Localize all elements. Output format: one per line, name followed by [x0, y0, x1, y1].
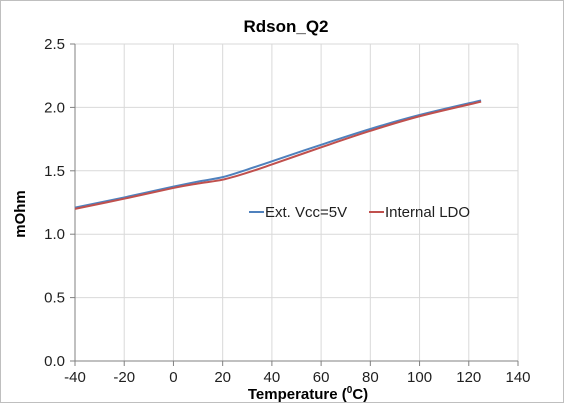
x-axis-title: Temperature (0C)	[248, 385, 368, 402]
x-tick-label: 140	[505, 369, 530, 386]
y-tick-label: 1.0	[44, 226, 65, 243]
series-lines	[74, 99, 482, 210]
y-tick-label: 2.5	[44, 36, 65, 53]
legend: Ext. Vcc=5V Internal LDO	[249, 204, 470, 221]
x-tick-label: 0	[169, 369, 177, 386]
x-tick-label: 60	[313, 369, 330, 386]
x-axis-title-unit: C)	[352, 386, 368, 402]
series-line-internal-ldo	[74, 100, 482, 210]
series-line-ext-vcc	[74, 99, 482, 209]
legend-label-internal-ldo: Internal LDO	[385, 204, 470, 221]
x-tick-label: 40	[264, 369, 281, 386]
y-axis-title: mOhm	[12, 190, 29, 238]
y-tick-label: 0.5	[44, 290, 65, 307]
y-tick-label: 1.5	[44, 163, 65, 180]
chart-title: Rdson_Q2	[243, 17, 328, 36]
gridlines	[74, 43, 519, 362]
y-tick-label: 0.0	[44, 353, 65, 370]
x-tick-label: 20	[214, 369, 231, 386]
x-axis-title-superscript: 0	[347, 385, 353, 396]
tick-labels: -40 -20 0 20 40 60 80 100 120 140 0.0 0.5 1.0 1.5 2.0 2…	[44, 36, 530, 386]
x-axis-title-main: Temperature (	[248, 386, 347, 402]
x-tick-label: -40	[64, 369, 86, 386]
legend-label-ext-vcc: Ext. Vcc=5V	[265, 204, 347, 221]
x-tick-label: 120	[456, 369, 481, 386]
x-tick-label: -20	[113, 369, 135, 386]
x-tick-label: 80	[362, 369, 379, 386]
x-tick-label: 100	[407, 369, 432, 386]
axes	[70, 43, 519, 366]
y-tick-label: 2.0	[44, 99, 65, 116]
